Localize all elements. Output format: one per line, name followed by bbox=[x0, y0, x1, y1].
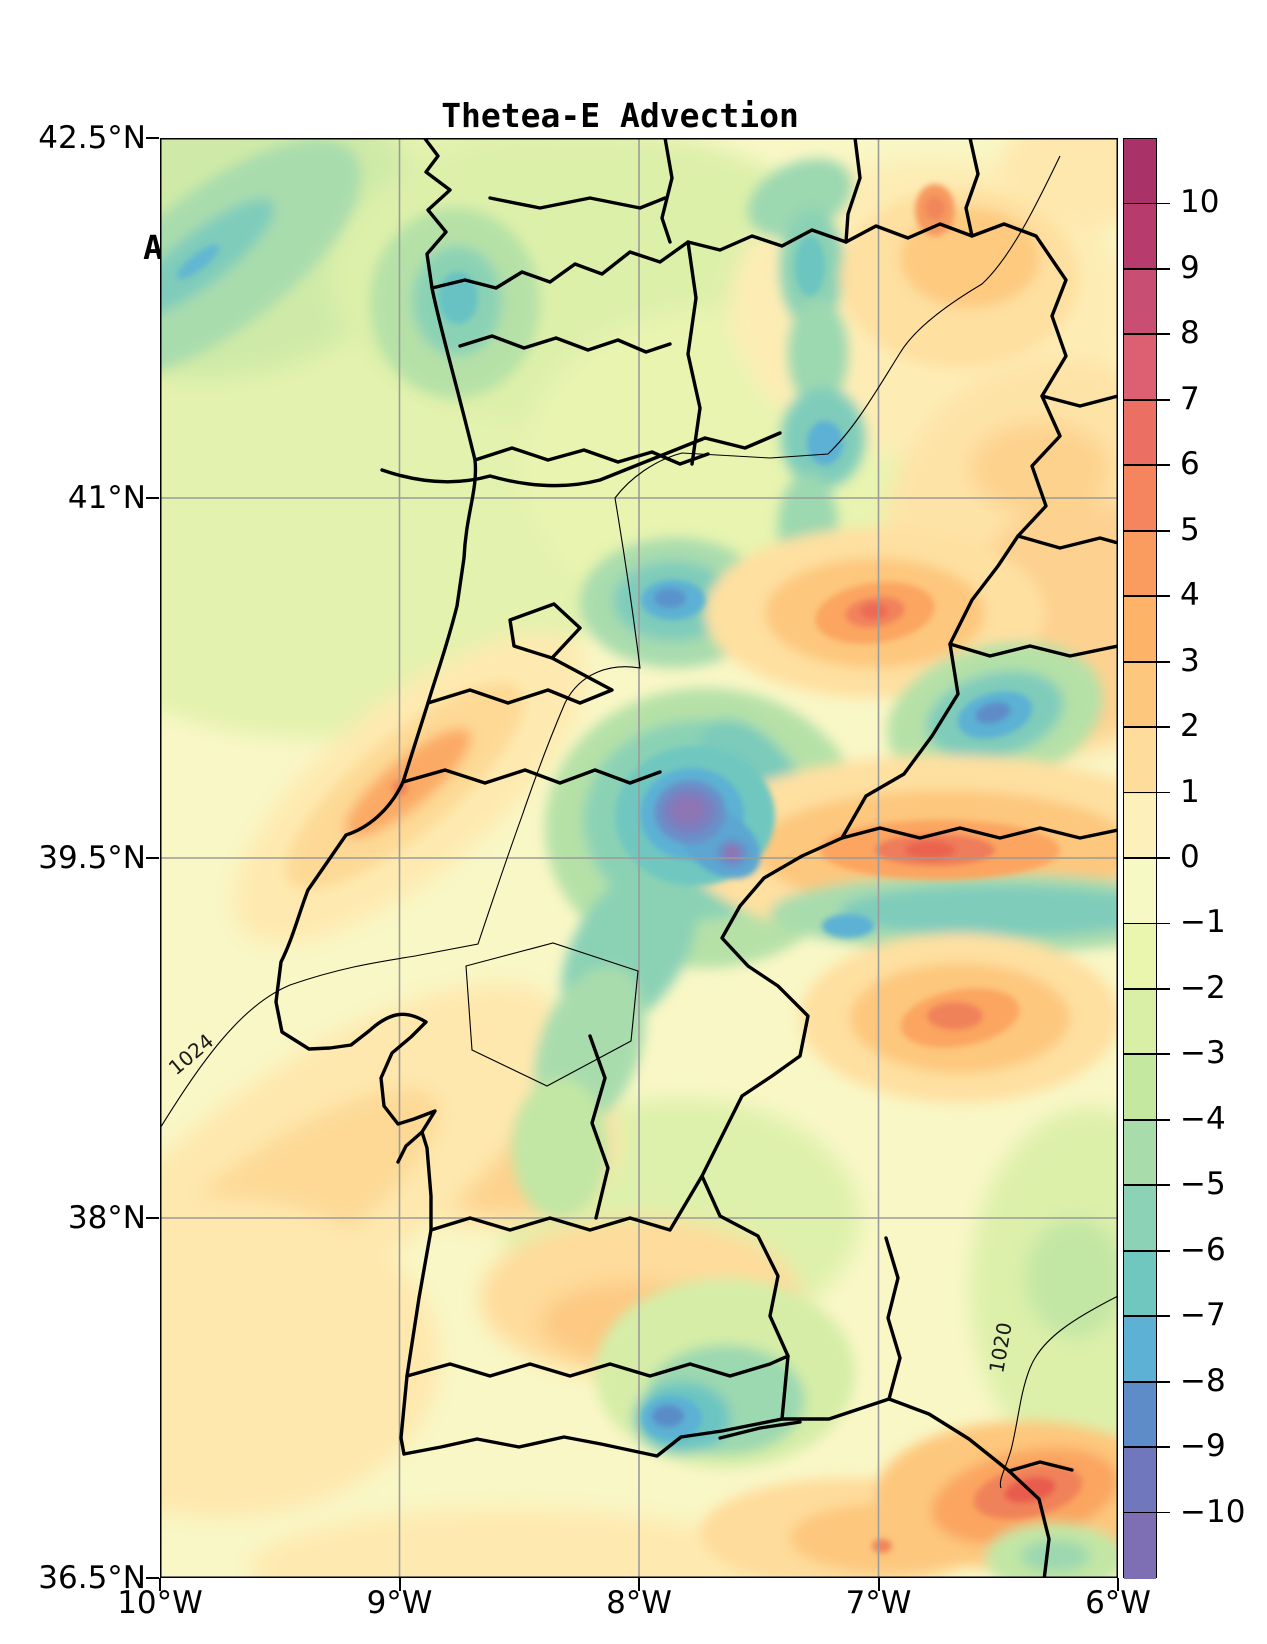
colorbar-tick-label: 4 bbox=[1180, 577, 1200, 614]
y-tick-label: 41°N bbox=[67, 480, 146, 516]
colorbar-segment bbox=[1124, 858, 1156, 925]
colorbar-tick-label: −1 bbox=[1180, 904, 1226, 941]
y-tick-mark bbox=[146, 1217, 159, 1219]
colorbar-tick-label: 5 bbox=[1180, 511, 1200, 548]
colorbar-tick-label: 10 bbox=[1180, 184, 1220, 221]
colorbar-tick-label: 3 bbox=[1180, 642, 1200, 679]
colorbar-segment bbox=[1124, 1382, 1156, 1449]
x-tick-mark bbox=[1117, 1578, 1119, 1591]
colorbar-tick-mark bbox=[1123, 595, 1170, 598]
colorbar-tick-mark bbox=[1123, 1184, 1170, 1187]
colorbar-tick-mark bbox=[1123, 1511, 1170, 1514]
colorbar-tick-mark bbox=[1123, 1446, 1170, 1448]
colorbar-segment bbox=[1124, 269, 1156, 336]
colorbar-segment bbox=[1124, 466, 1156, 532]
colorbar-tick-label: 0 bbox=[1180, 839, 1200, 875]
colorbar-segment bbox=[1124, 1120, 1156, 1187]
colorbar-tick-mark bbox=[1123, 464, 1170, 467]
colorbar-tick-mark bbox=[1123, 333, 1170, 336]
colorbar-tick-label: 7 bbox=[1180, 380, 1200, 417]
colorbar-tick-label: −2 bbox=[1180, 969, 1226, 1006]
colorbar bbox=[1123, 138, 1157, 1579]
y-tick-mark bbox=[146, 1577, 159, 1579]
colorbar-tick-mark bbox=[1123, 202, 1170, 205]
colorbar-tick-mark bbox=[1123, 1249, 1170, 1252]
y-tick-label: 36.5°N bbox=[38, 1560, 146, 1596]
contour-field: 1024 1020 bbox=[160, 138, 1118, 1578]
colorbar-tick-label: −7 bbox=[1180, 1297, 1226, 1334]
colorbar-tick-label: 2 bbox=[1180, 708, 1200, 745]
colorbar-segment bbox=[1124, 662, 1156, 729]
x-tick-mark bbox=[638, 1578, 640, 1591]
colorbar-segment bbox=[1124, 793, 1156, 859]
y-tick-mark bbox=[146, 497, 159, 499]
colorbar-segment bbox=[1124, 924, 1156, 990]
y-tick-label: 38°N bbox=[67, 1200, 146, 1236]
colorbar-segment bbox=[1124, 1186, 1156, 1252]
advection-map: 1024 1020 bbox=[160, 138, 1118, 1578]
chart-title: Thetea-E Advection bbox=[441, 96, 799, 135]
colorbar-segment bbox=[1124, 531, 1156, 598]
colorbar-tick-label: 1 bbox=[1180, 773, 1200, 810]
x-tick-mark bbox=[159, 1578, 161, 1591]
y-tick-mark bbox=[146, 137, 159, 139]
colorbar-segment bbox=[1124, 1251, 1156, 1318]
y-tick-mark bbox=[146, 857, 159, 859]
x-tick-label: 6°W bbox=[1085, 1585, 1151, 1621]
colorbar-tick-mark bbox=[1123, 1380, 1170, 1383]
gridlines bbox=[160, 138, 1118, 1578]
colorbar-tick-label: −9 bbox=[1180, 1428, 1226, 1465]
colorbar-segment bbox=[1124, 728, 1156, 794]
y-tick-label: 42.5°N bbox=[38, 120, 146, 156]
x-tick-mark bbox=[877, 1578, 880, 1591]
colorbar-tick-label: −5 bbox=[1180, 1166, 1226, 1203]
coastline bbox=[274, 138, 1051, 1578]
colorbar-segment bbox=[1124, 989, 1156, 1056]
x-tick-label: 10°W bbox=[117, 1585, 203, 1621]
colorbar-tick-label: −8 bbox=[1180, 1362, 1226, 1399]
colorbar-tick-mark bbox=[1123, 791, 1170, 794]
colorbar-tick-mark bbox=[1123, 857, 1170, 859]
colorbar-tick-label: −3 bbox=[1180, 1035, 1226, 1072]
colorbar-tick-mark bbox=[1123, 660, 1170, 663]
x-tick-label: 8°W bbox=[606, 1585, 672, 1621]
colorbar-tick-label: 6 bbox=[1180, 446, 1200, 483]
y-tick-label: 39.5°N bbox=[38, 840, 146, 876]
colorbar-segment bbox=[1124, 335, 1156, 401]
colorbar-tick-label: −4 bbox=[1180, 1100, 1226, 1137]
colorbar-tick-mark bbox=[1123, 268, 1170, 270]
colorbar-tick-mark bbox=[1123, 1315, 1170, 1318]
colorbar-tick-mark bbox=[1123, 529, 1170, 532]
colorbar-tick-mark bbox=[1123, 922, 1170, 925]
colorbar-segment bbox=[1124, 400, 1156, 467]
colorbar-segment bbox=[1124, 1513, 1156, 1579]
colorbar-tick-label: −6 bbox=[1180, 1231, 1226, 1268]
colorbar-tick-mark bbox=[1123, 726, 1170, 728]
x-tick-mark bbox=[398, 1578, 401, 1591]
colorbar-tick-label: 9 bbox=[1180, 249, 1200, 286]
colorbar-segment bbox=[1124, 1448, 1156, 1514]
colorbar-tick-label: −10 bbox=[1180, 1493, 1246, 1530]
colorbar-segment bbox=[1124, 139, 1156, 205]
coastline-and-borders bbox=[274, 138, 1118, 1578]
colorbar-tick-mark bbox=[1123, 988, 1170, 990]
colorbar-tick-mark bbox=[1123, 398, 1170, 401]
colorbar-tick-mark bbox=[1123, 1053, 1170, 1056]
colorbar-tick-mark bbox=[1123, 1118, 1170, 1121]
colorbar-segment bbox=[1124, 1055, 1156, 1121]
colorbar-segment bbox=[1124, 204, 1156, 270]
colorbar-segment bbox=[1124, 597, 1156, 663]
colorbar-segment bbox=[1124, 1317, 1156, 1383]
colorbar-tick-label: 8 bbox=[1180, 315, 1200, 352]
x-tick-label: 9°W bbox=[366, 1585, 433, 1621]
map-plot-area: 1024 1020 bbox=[160, 138, 1118, 1578]
x-tick-label: 7°W bbox=[845, 1585, 912, 1621]
